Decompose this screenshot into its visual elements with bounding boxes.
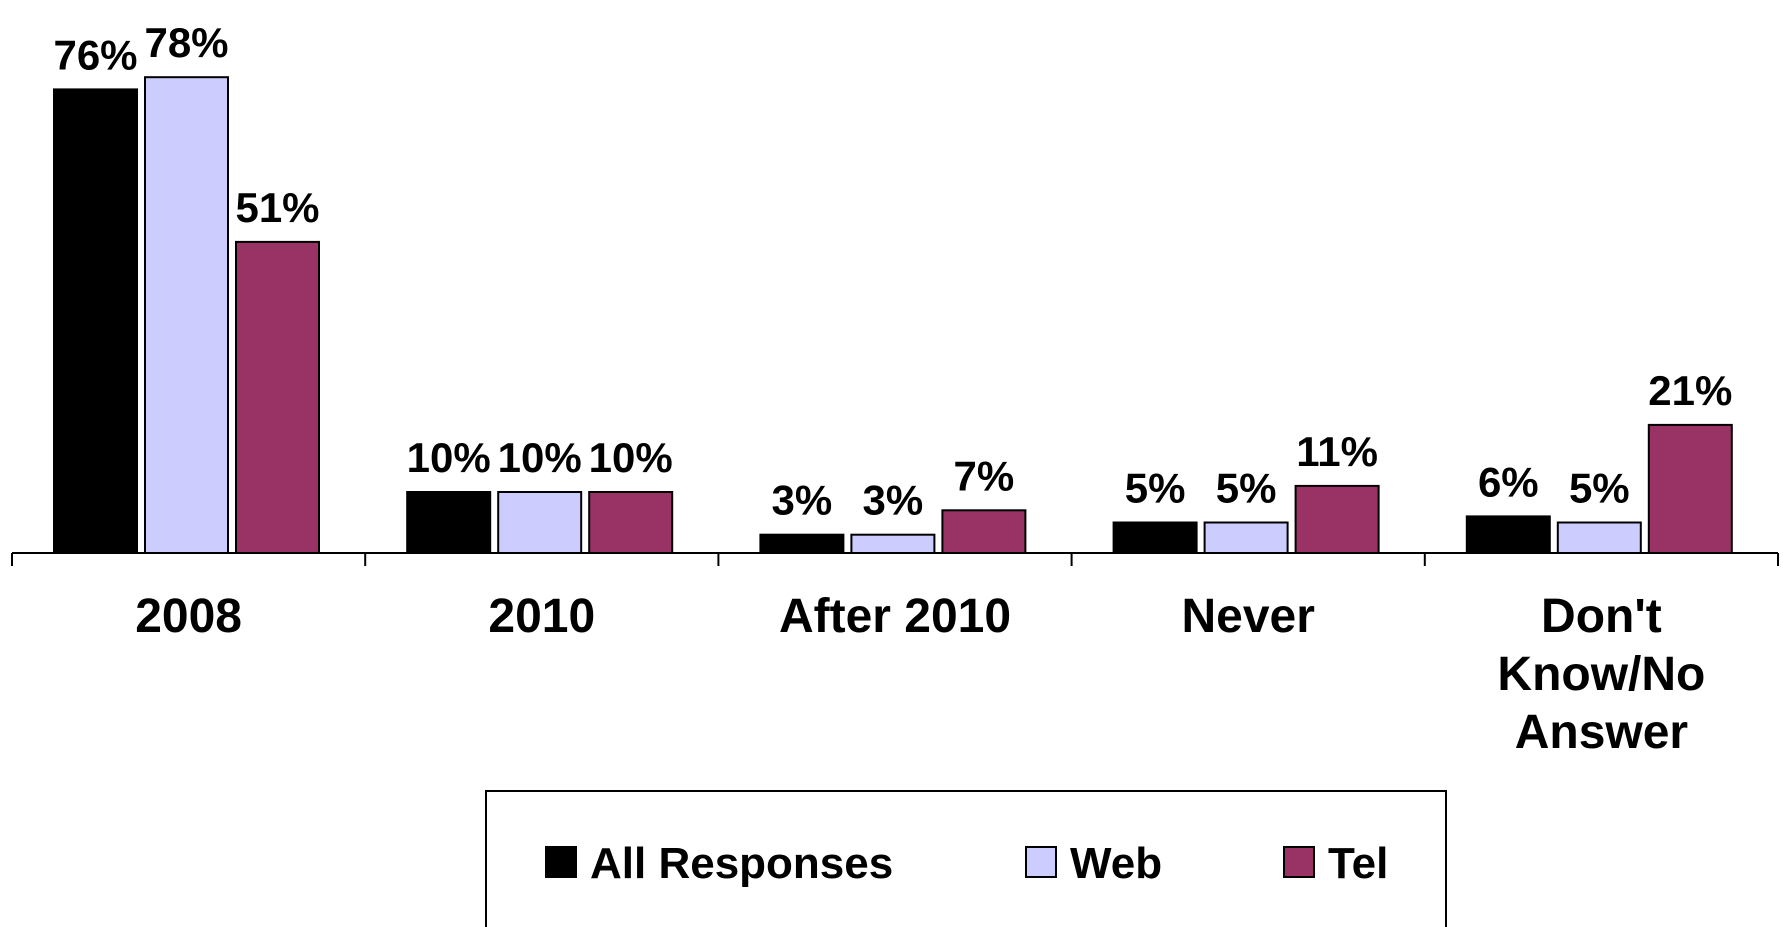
legend: All Responses Web Tel [485, 790, 1447, 927]
data-label-all-responses-2: 3% [772, 477, 833, 524]
bar-tel-3 [1294, 484, 1380, 554]
bar-tel-4 [1647, 423, 1733, 554]
bar-tel-0 [235, 240, 320, 554]
x-tick-label: 2008 [135, 590, 242, 643]
bar-web-2 [850, 533, 936, 555]
legend-swatch-all-responses [545, 846, 577, 878]
bar-tel-1 [588, 491, 674, 554]
data-label-web-4: 5% [1569, 465, 1630, 512]
x-tick-label: After 2010 [779, 590, 1011, 643]
x-tick-label: 2010 [488, 590, 595, 643]
data-label-tel-2: 7% [954, 452, 1015, 499]
data-label-all-responses-4: 6% [1478, 458, 1539, 505]
bar-web-0 [144, 76, 229, 554]
data-label-web-3: 5% [1216, 465, 1277, 512]
bar-all-responses-0 [53, 88, 138, 555]
data-label-all-responses-1: 10% [407, 434, 491, 481]
bar-tel-2 [941, 509, 1027, 554]
legend-label-tel: Tel [1328, 839, 1388, 888]
data-label-all-responses-0: 76% [53, 31, 137, 78]
bar-web-3 [1203, 521, 1289, 554]
bar-web-1 [497, 491, 583, 554]
data-label-tel-4: 21% [1648, 367, 1732, 414]
legend-label-all-responses: All Responses [590, 839, 893, 888]
legend-swatch-web [1025, 846, 1057, 878]
bar-all-responses-2 [759, 533, 845, 555]
x-tick-label: Never [1181, 590, 1314, 643]
data-label-all-responses-3: 5% [1125, 465, 1186, 512]
data-label-tel-3: 11% [1296, 428, 1378, 475]
data-label-web-1: 10% [498, 434, 582, 481]
data-label-tel-0: 51% [235, 184, 319, 231]
bar-all-responses-1 [406, 491, 492, 554]
legend-swatch-tel [1283, 846, 1315, 878]
x-tick-label: Don't Know/No Answer [1497, 590, 1705, 759]
legend-label-web: Web [1070, 839, 1162, 888]
data-label-web-0: 78% [144, 19, 228, 66]
data-label-tel-1: 10% [589, 434, 673, 481]
bar-web-4 [1556, 521, 1642, 554]
bar-all-responses-4 [1465, 515, 1551, 555]
data-labels-layer: 76% 78%51%10% 10% 10%3% 3%7% 5% 5%11%6% 5%21% [53, 19, 1732, 524]
bars-layer [53, 76, 1733, 555]
bar-all-responses-3 [1112, 521, 1198, 554]
data-label-web-2: 3% [863, 477, 924, 524]
x-axis: 2008 2010 After 2010 Never Don't Know/No Answe… [11, 552, 1779, 759]
